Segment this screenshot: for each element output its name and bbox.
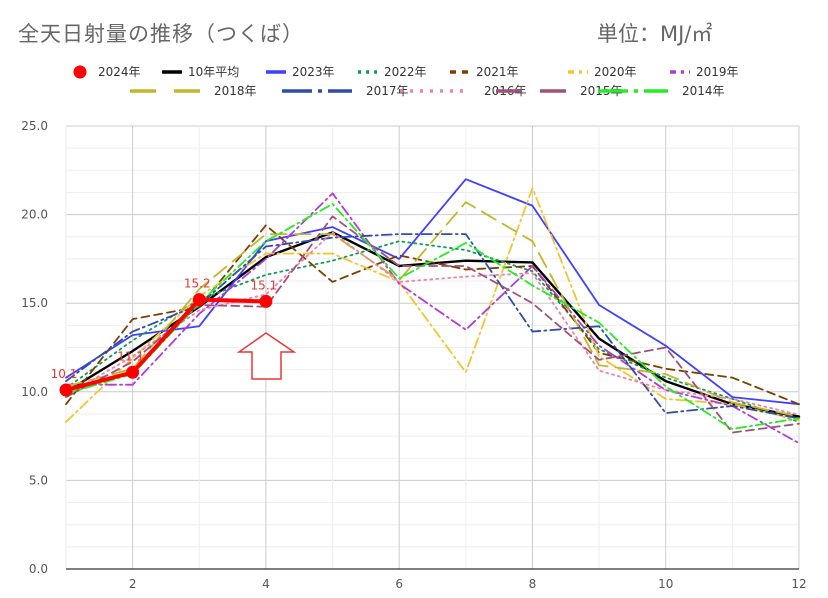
series-line: [65, 187, 800, 423]
legend-marker: [73, 65, 87, 79]
y-tick-label: 0.0: [29, 562, 48, 576]
grid: [65, 125, 800, 570]
x-tick-label: 6: [395, 577, 403, 591]
series-line: [65, 203, 800, 430]
y-tick-label: 25.0: [21, 119, 48, 133]
y-tick-label: 5.0: [29, 473, 48, 487]
legend-label: 2023年: [292, 65, 335, 79]
legend: 2024年 10年平均 2023年 2022年 2021年 2020年 2019年 2018年…: [73, 65, 739, 98]
legend-label: 2022年: [384, 65, 427, 79]
legend-label: 2017年: [366, 84, 409, 98]
legend-label: 2020年: [594, 65, 637, 79]
series-line: [65, 231, 800, 416]
unit-label: 単位：MJ/㎡: [597, 22, 713, 46]
legend-label: 2021年: [476, 65, 519, 79]
series-line: [64, 297, 268, 393]
data-point: [59, 383, 73, 397]
legend-label: 2024年: [98, 65, 141, 79]
data-point: [126, 365, 140, 379]
legend-label: 2018年: [214, 84, 257, 98]
y-tick-label: 15.0: [21, 296, 48, 310]
data-label: 15.1: [251, 278, 278, 292]
x-tick-label: 10: [658, 577, 673, 591]
chart-title: 全天日射量の推移（つくば）: [18, 22, 304, 46]
data-label: 10.1: [51, 367, 78, 381]
series-line: [65, 178, 800, 406]
x-tick-label: 2: [129, 577, 137, 591]
x-tick-label: 8: [529, 577, 537, 591]
data-point: [259, 294, 273, 308]
data-label: 15.2: [184, 277, 211, 291]
legend-label: 2019年: [696, 65, 739, 79]
data-point: [192, 293, 206, 307]
up-arrow-annotation: [236, 332, 297, 380]
legend-label: 10年平均: [188, 65, 239, 79]
series-line: [65, 201, 800, 418]
data-label: 11.1: [117, 349, 144, 363]
y-tick-label: 20.0: [21, 208, 48, 222]
y-tick-label: 10.0: [21, 385, 48, 399]
legend-label: 2014年: [682, 84, 725, 98]
series-line: [65, 240, 800, 423]
x-tick-label: 12: [791, 577, 806, 591]
x-tick-label: 4: [262, 577, 270, 591]
